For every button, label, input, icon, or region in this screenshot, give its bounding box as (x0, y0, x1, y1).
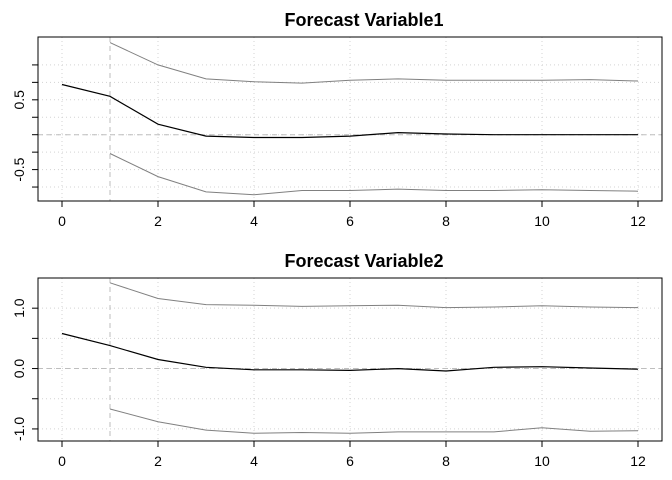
x-tick-label: 8 (442, 453, 450, 469)
x-tick-label: 0 (58, 213, 66, 229)
x-tick-label: 12 (630, 453, 646, 469)
x-tick-label: 4 (250, 453, 258, 469)
grid (38, 278, 662, 441)
x-tick-label: 12 (630, 213, 646, 229)
series-line-forecast (61, 83, 638, 139)
y-axis: -0.5 0.5 (11, 64, 38, 188)
x-tick-label: 2 (154, 213, 162, 229)
x-axis: 0 2 4 6 8 10 12 (58, 441, 646, 469)
x-tick-label: 0 (58, 453, 66, 469)
series-line-lower (109, 408, 639, 434)
chart-title: Forecast Variable2 (284, 251, 443, 271)
y-tick-label: 0.0 (11, 359, 27, 379)
grid (38, 37, 662, 201)
x-axis: 0 2 4 6 8 10 12 (58, 201, 646, 229)
y-tick-label: 0.5 (11, 90, 27, 110)
y-tick-label: -0.5 (11, 157, 27, 181)
x-tick-label: 2 (154, 453, 162, 469)
series-group (61, 282, 639, 434)
y-tick-label: 1.0 (11, 298, 27, 318)
series-line-upper (109, 282, 639, 309)
y-axis: -1.0 0.0 1.0 (11, 298, 38, 441)
y-tick-label: -1.0 (11, 417, 27, 441)
x-tick-label: 6 (346, 453, 354, 469)
reference-lines (38, 278, 662, 441)
panel-forecast-variable1: Forecast Variable1 0 2 4 6 8 10 12 -0.5 0.5 (11, 10, 663, 229)
x-tick-label: 4 (250, 213, 258, 229)
chart-title: Forecast Variable1 (284, 10, 443, 30)
x-tick-label: 10 (534, 213, 550, 229)
series-line-forecast (61, 332, 639, 372)
x-tick-label: 8 (442, 213, 450, 229)
series-group (61, 42, 639, 196)
x-tick-label: 6 (346, 213, 354, 229)
panel-forecast-variable2: Forecast Variable2 0 2 4 6 8 10 12 -1.0 0.0 1.0 (11, 251, 663, 469)
series-line-lower (109, 153, 639, 196)
series-line-upper (109, 42, 639, 84)
x-tick-label: 10 (534, 453, 550, 469)
reference-lines (38, 37, 662, 201)
